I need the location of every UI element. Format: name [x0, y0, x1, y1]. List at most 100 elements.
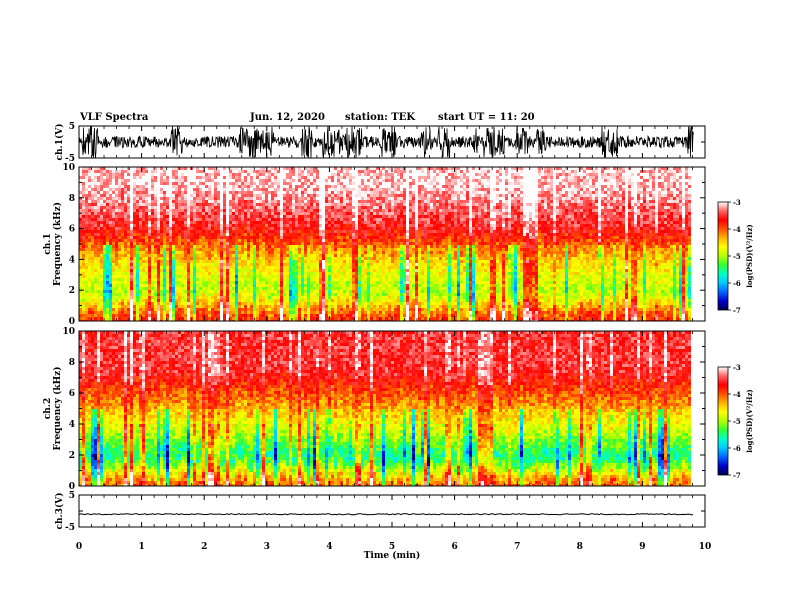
spectrogram-cell	[172, 230, 175, 233]
spectrogram-cell	[172, 251, 175, 254]
spectrogram-cell	[229, 197, 232, 200]
spectrogram-cell	[127, 188, 130, 191]
spectrogram-cell	[172, 272, 175, 275]
spectrogram-cell	[226, 173, 229, 176]
spectrogram-cell	[130, 206, 133, 209]
spectrogram-cell	[121, 173, 124, 176]
spectrogram-cell	[325, 311, 328, 314]
spectrogram-cell	[322, 278, 325, 281]
spectrogram-cell	[229, 269, 232, 272]
spectrogram-cell	[337, 305, 340, 308]
spectrogram-cell	[196, 188, 199, 191]
spectrogram-cell	[148, 197, 151, 200]
spectrogram-cell	[172, 224, 175, 227]
spectrogram-cell	[253, 254, 256, 257]
spectrogram-cell	[160, 260, 163, 263]
spectrogram-cell	[364, 221, 367, 224]
spectrogram-cell	[139, 269, 142, 272]
spectrogram-cell	[130, 266, 133, 269]
spectrogram-cell	[127, 254, 130, 257]
spectrogram-cell	[217, 302, 220, 305]
spectrogram-cell	[232, 296, 235, 299]
spectrogram-cell	[259, 290, 262, 293]
spectrogram-cell	[172, 212, 175, 215]
spectrogram-cell	[244, 203, 247, 206]
spectrogram-cell	[211, 212, 214, 215]
spectrogram-cell	[280, 266, 283, 269]
spectrogram-cell	[85, 278, 88, 281]
spectrogram-cell	[223, 200, 226, 203]
spectrogram-cell	[358, 296, 361, 299]
spectrogram-cell	[217, 176, 220, 179]
spectrogram-cell	[115, 290, 118, 293]
spectrogram-cell	[214, 245, 217, 248]
spectrogram-cell	[103, 194, 106, 197]
spectrogram-cell	[292, 269, 295, 272]
spectrogram-cell	[199, 287, 202, 290]
spectrogram-cell	[151, 221, 154, 224]
spectrogram-cell	[238, 293, 241, 296]
spectrogram-cell	[115, 248, 118, 251]
spectrogram-cell	[271, 179, 274, 182]
spectrogram-cell	[244, 260, 247, 263]
spectrogram-cell	[250, 308, 253, 311]
spectrogram-cell	[121, 212, 124, 215]
spectrogram-cell	[352, 296, 355, 299]
spectrogram-cell	[277, 293, 280, 296]
spectrogram-cell	[166, 281, 169, 284]
spectrogram-cell	[310, 266, 313, 269]
spectrogram-cell	[313, 248, 316, 251]
spectrogram-cell	[235, 305, 238, 308]
spectrogram-cell	[163, 218, 166, 221]
spectrogram-cell	[289, 260, 292, 263]
spectrogram-cell	[223, 254, 226, 257]
spectrogram-cell	[355, 248, 358, 251]
spectrogram-cell	[202, 242, 205, 245]
spectrogram-cell	[334, 251, 337, 254]
spectrogram-cell	[91, 194, 94, 197]
spectrogram-cell	[145, 203, 148, 206]
spectrogram-cell	[211, 275, 214, 278]
spectrogram-cell	[346, 284, 349, 287]
spectrogram-cell	[298, 176, 301, 179]
spectrogram-cell	[241, 260, 244, 263]
spectrogram-cell	[193, 215, 196, 218]
spectrogram-cell	[187, 185, 190, 188]
spectrogram-cell	[286, 284, 289, 287]
spectrogram-cell	[103, 293, 106, 296]
spectrogram-cell	[274, 179, 277, 182]
spectrogram-cell	[223, 203, 226, 206]
spectrogram-cell	[241, 194, 244, 197]
spectrogram-cell	[145, 269, 148, 272]
spectrogram-cell	[274, 191, 277, 194]
spectrogram-cell	[349, 239, 352, 242]
spectrogram-cell	[172, 197, 175, 200]
spectrogram-cell	[136, 254, 139, 257]
spectrogram-cell	[217, 299, 220, 302]
spectrogram-cell	[133, 293, 136, 296]
spectrogram-cell	[331, 287, 334, 290]
spectrogram-cell	[145, 275, 148, 278]
spectrogram-cell	[235, 197, 238, 200]
spectrogram-cell	[319, 287, 322, 290]
spectrogram-cell	[82, 242, 85, 245]
spectrogram-cell	[364, 263, 367, 266]
spectrogram-cell	[292, 275, 295, 278]
spectrogram-cell	[358, 317, 361, 320]
spectrogram-cell	[241, 293, 244, 296]
spectrogram-cell	[127, 191, 130, 194]
spectrogram-cell	[256, 224, 259, 227]
spectrogram-cell	[283, 206, 286, 209]
spectrogram-cell	[256, 272, 259, 275]
spectrogram-cell	[295, 311, 298, 314]
spectrogram-cell	[181, 284, 184, 287]
spectrogram-cell	[274, 296, 277, 299]
spectrogram-cell	[268, 254, 271, 257]
spectrogram-cell	[202, 194, 205, 197]
spectrogram-cell	[109, 317, 112, 320]
spectrogram-cell	[310, 275, 313, 278]
spectrogram-cell	[292, 314, 295, 317]
spectrogram-cell	[151, 209, 154, 212]
spectrogram-cell	[280, 311, 283, 314]
spectrogram-cell	[181, 242, 184, 245]
